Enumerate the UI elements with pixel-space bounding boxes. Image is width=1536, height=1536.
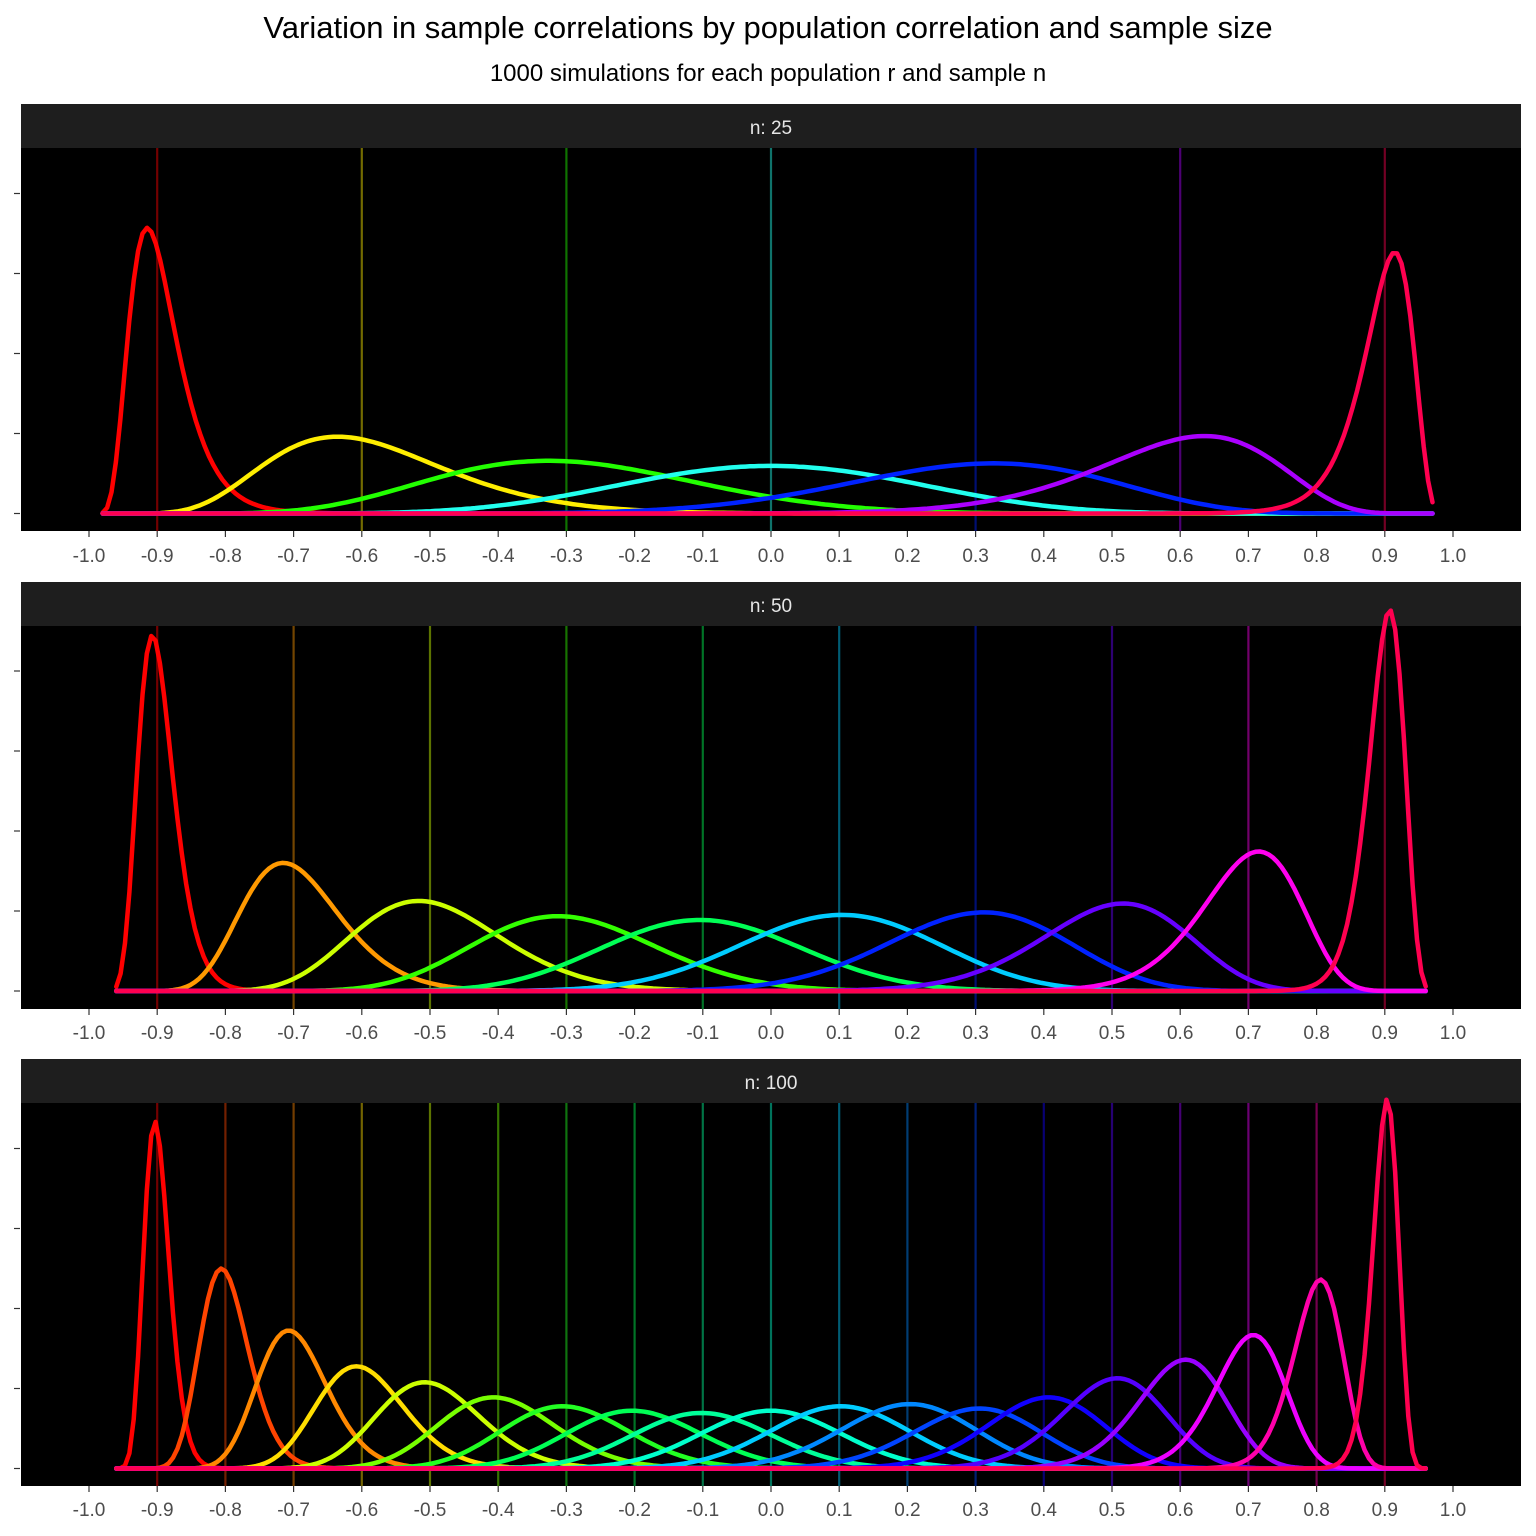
facet-panel: n: 25 -1.0 -0.9 -0.8 -0.7 -0.6 -0.5 -0.4 -0.3 -0.…: [14, 104, 1521, 567]
x-tick-label: -0.9: [141, 546, 174, 567]
x-tick-label: 0.3: [962, 546, 988, 567]
x-tick-label: 0.8: [1303, 546, 1329, 567]
x-tick-label: -0.7: [277, 1500, 310, 1521]
x-tick-label: 0.7: [1235, 546, 1261, 567]
x-tick-label: -0.9: [141, 1500, 174, 1521]
x-tick-label: -0.8: [209, 1500, 242, 1521]
x-tick-label: -0.5: [414, 546, 447, 567]
x-tick-label: -0.2: [618, 1023, 651, 1044]
x-tick-label: 0.4: [1031, 546, 1058, 567]
x-tick-label: -0.4: [482, 1023, 515, 1044]
x-tick-label: 0.6: [1167, 1500, 1193, 1521]
x-tick-label: -0.7: [277, 1023, 310, 1044]
x-tick-label: -0.4: [482, 1500, 515, 1521]
x-tick-label: 0.8: [1303, 1023, 1329, 1044]
facet-panel: n: 100 -1.0 -0.9 -0.8 -0.7 -0.6 -0.5 -0.4 -0.3 -0…: [14, 1059, 1521, 1521]
x-tick-label: -0.2: [618, 546, 651, 567]
x-tick-label: 1.0: [1440, 1500, 1466, 1521]
x-tick-label: -0.1: [686, 1023, 719, 1044]
x-tick-label: 1.0: [1440, 546, 1466, 567]
chart-subtitle: 1000 simulations for each population r a…: [489, 60, 1047, 87]
x-tick-label: 0.3: [962, 1500, 988, 1521]
x-tick-label: 0.2: [894, 546, 920, 567]
x-tick-label: 0.6: [1167, 1023, 1193, 1044]
plot-background: [21, 626, 1521, 1009]
facet-strip-label: n: 100: [745, 1073, 798, 1094]
x-tick-label: -0.6: [345, 1500, 378, 1521]
facet-strip: [21, 582, 1521, 626]
x-tick-label: 0.1: [826, 1500, 852, 1521]
x-tick-label: -0.3: [550, 1500, 583, 1521]
x-tick-label: -1.0: [73, 1023, 106, 1044]
x-tick-label: -1.0: [73, 1500, 106, 1521]
x-tick-label: 0.4: [1031, 1023, 1058, 1044]
x-tick-label: 0.8: [1303, 1500, 1329, 1521]
x-tick-label: 0.2: [894, 1023, 920, 1044]
x-tick-label: 0.5: [1099, 1023, 1125, 1044]
x-tick-label: -0.1: [686, 1500, 719, 1521]
x-tick-label: -0.7: [277, 546, 310, 567]
x-tick-label: 1.0: [1440, 1023, 1466, 1044]
x-tick-label: 0.6: [1167, 546, 1193, 567]
x-tick-label: -0.8: [209, 546, 242, 567]
x-tick-label: 0.9: [1372, 546, 1398, 567]
x-tick-label: 0.9: [1372, 1500, 1398, 1521]
x-tick-label: 0.4: [1031, 1500, 1058, 1521]
x-tick-label: -0.3: [550, 1023, 583, 1044]
x-tick-label: -0.6: [345, 1023, 378, 1044]
x-tick-label: -0.6: [345, 546, 378, 567]
x-tick-label: 0.0: [758, 546, 784, 567]
x-tick-label: -0.2: [618, 1500, 651, 1521]
x-tick-label: 0.0: [758, 1023, 784, 1044]
x-tick-label: 0.7: [1235, 1023, 1261, 1044]
density-curve: [114, 1097, 1428, 1471]
x-tick-label: -0.4: [482, 546, 515, 567]
x-tick-label: -0.5: [414, 1500, 447, 1521]
x-tick-label: -0.1: [686, 546, 719, 567]
x-tick-label: 0.9: [1372, 1023, 1398, 1044]
chart-title: Variation in sample correlations by popu…: [263, 10, 1273, 45]
x-tick-label: -0.5: [414, 1023, 447, 1044]
x-tick-label: 0.0: [758, 1500, 784, 1521]
facet-strip-label: n: 25: [750, 118, 792, 139]
facet-panel: n: 50 -1.0 -0.9 -0.8 -0.7 -0.6 -0.5 -0.4 -0.3 -0.…: [14, 582, 1521, 1044]
x-tick-label: 0.3: [962, 1023, 988, 1044]
x-tick-label: -0.3: [550, 546, 583, 567]
x-tick-label: -0.9: [141, 1023, 174, 1044]
density-curve: [114, 608, 1428, 994]
facet-strip: [21, 104, 1521, 148]
x-tick-label: 0.1: [826, 1023, 852, 1044]
x-tick-label: 0.5: [1099, 546, 1125, 567]
x-tick-label: -0.8: [209, 1023, 242, 1044]
facet-strip: [21, 1059, 1521, 1103]
x-tick-label: 0.2: [894, 1500, 920, 1521]
x-tick-label: 0.7: [1235, 1500, 1261, 1521]
x-tick-label: -1.0: [73, 546, 106, 567]
x-tick-label: 0.5: [1099, 1500, 1125, 1521]
density-curve: [100, 250, 1435, 516]
facet-strip-label: n: 50: [750, 596, 792, 617]
x-tick-label: 0.1: [826, 546, 852, 567]
